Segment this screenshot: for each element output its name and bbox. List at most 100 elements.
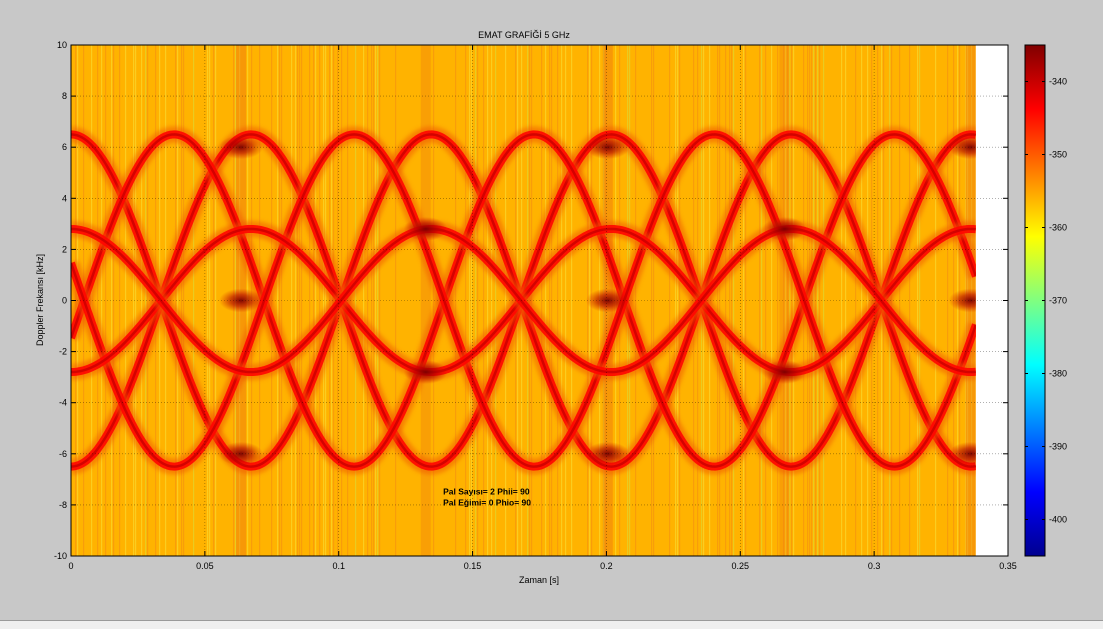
hot-column (779, 45, 790, 556)
colorbar-tick-label: -380 (1049, 369, 1067, 379)
x-tick-label: 0.3 (868, 561, 881, 571)
y-tick-label: -10 (54, 551, 67, 561)
hot-spot (762, 216, 807, 241)
stripe (471, 45, 473, 556)
stripe (861, 45, 863, 556)
y-tick-label: 2 (62, 244, 67, 254)
colorbar-tick-label: -400 (1049, 515, 1067, 525)
stripe (733, 45, 735, 556)
colorbar-ticks: -340 -350 -360 -370 -380 -390 -400 (1025, 77, 1067, 525)
colorbar-tick-label: -350 (1049, 150, 1067, 160)
annotation-line-2: Pal Eğimi= 0 Phio= 90 (443, 498, 531, 508)
stripe (729, 45, 731, 556)
stripe (783, 45, 785, 556)
hot-spot (585, 288, 630, 313)
hot-spot (585, 441, 630, 466)
stripe (175, 45, 177, 556)
x-tick-label: 0.1 (332, 561, 345, 571)
colorbar-tick-label: -390 (1049, 442, 1067, 452)
stripe (315, 45, 317, 556)
hot-spot (762, 360, 807, 385)
stripe (765, 45, 767, 556)
stripe (891, 45, 893, 556)
stripe (565, 45, 567, 556)
annotation-box: Pal Sayısı= 2 Phii= 90 Pal Eğimi= 0 Phio… (443, 487, 531, 508)
stripe (469, 45, 471, 556)
plot-area (71, 45, 976, 556)
y-tick-label: -2 (59, 347, 67, 357)
stripe (651, 45, 653, 556)
stripe (433, 45, 435, 556)
stripe (147, 45, 149, 556)
band-core-C (71, 227, 976, 374)
stripe (295, 45, 297, 556)
stripe (669, 45, 671, 556)
stripe (367, 45, 369, 556)
x-axis-label: Zaman [s] (519, 575, 559, 585)
y-tick-label: 8 (62, 91, 67, 101)
stripe (919, 45, 921, 556)
stripe (97, 45, 99, 556)
stripe (291, 45, 293, 556)
colorbar: -340 -350 -360 -370 -380 -390 -400 (1024, 44, 1067, 557)
doppler-signature-bands (71, 126, 976, 475)
stripe (277, 45, 279, 556)
stripe (111, 45, 113, 556)
stripe (867, 45, 869, 556)
stripe (145, 45, 147, 556)
y-tick-label: 6 (62, 142, 67, 152)
stripe (771, 45, 773, 556)
annotation-line-1: Pal Sayısı= 2 Phii= 90 (443, 487, 530, 497)
hot-spot (218, 135, 263, 160)
stripe (135, 45, 137, 556)
y-tick-label: -6 (59, 449, 67, 459)
stripe (823, 45, 825, 556)
stripe (313, 45, 315, 556)
y-tick-label: 4 (62, 193, 67, 203)
stripe (363, 45, 365, 556)
stripe (297, 45, 299, 556)
y-tick-label: 10 (57, 40, 67, 50)
stripe (181, 45, 183, 556)
stripe (777, 45, 779, 556)
stripe (105, 45, 107, 556)
stripe (487, 45, 489, 556)
stripe (477, 45, 479, 556)
stripe (855, 45, 857, 556)
stripe (571, 45, 573, 556)
stripe (505, 45, 507, 556)
x-tick-label: 0.35 (999, 561, 1017, 571)
x-tick-label: 0.2 (600, 561, 613, 571)
stripe (817, 45, 819, 556)
stripe (475, 45, 477, 556)
stripe (141, 45, 143, 556)
stripe (183, 45, 185, 556)
stripe (375, 45, 377, 556)
stripe (561, 45, 563, 556)
stripe (213, 45, 215, 556)
hot-spot (218, 441, 263, 466)
stripe (495, 45, 497, 556)
hot-spot (403, 360, 448, 385)
stripe (675, 45, 677, 556)
stripe (319, 45, 321, 556)
x-tick-label: 0.05 (196, 561, 214, 571)
x-tick-label: 0.25 (732, 561, 750, 571)
y-axis-label: Doppler Frekansı [kHz] (35, 254, 45, 346)
stripe (717, 45, 719, 556)
stripe (787, 45, 789, 556)
stripe (759, 45, 761, 556)
colorbar-tick-label: -340 (1049, 77, 1067, 87)
stripe (177, 45, 179, 556)
stripe (465, 45, 467, 556)
colorbar-tick-label: -370 (1049, 296, 1067, 306)
stripe (819, 45, 821, 556)
stripe (841, 45, 843, 556)
x-tick-label: 0.15 (464, 561, 482, 571)
stripe (541, 45, 543, 556)
stripe (133, 45, 135, 556)
hot-spot (403, 216, 448, 241)
stripe (355, 45, 357, 556)
